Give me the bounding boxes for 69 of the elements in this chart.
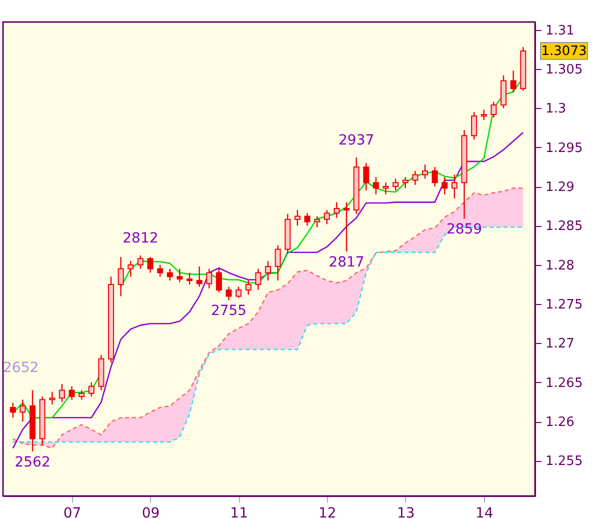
x-tick-label: 09 <box>142 506 160 519</box>
candlestick <box>226 286 232 301</box>
y-tick-label: 1.3 <box>546 102 566 117</box>
candlestick <box>422 164 428 180</box>
annotation: 2812 <box>122 230 158 246</box>
candlestick <box>344 202 350 252</box>
candlestick <box>442 176 448 195</box>
candlestick <box>186 272 193 286</box>
candlestick <box>314 216 320 228</box>
candlestick <box>128 260 134 278</box>
y-tick-label: 1.265 <box>546 376 583 391</box>
candlestick <box>304 212 310 226</box>
y-tick-label: 1.26 <box>546 415 574 430</box>
candlestick <box>255 268 262 291</box>
candlestick <box>402 176 408 189</box>
candlestick <box>157 264 164 278</box>
candlestick <box>206 268 212 289</box>
y-tick-label: 1.29 <box>546 180 574 196</box>
annotation: 2755 <box>210 303 247 320</box>
candlestick <box>324 209 330 225</box>
candlestick <box>137 254 144 270</box>
candlestick <box>471 112 478 140</box>
candlestick <box>265 260 272 282</box>
candlestick <box>88 382 94 398</box>
candlestick <box>49 391 56 405</box>
candlestick <box>480 109 487 121</box>
candlestick <box>432 166 438 188</box>
candlestick <box>451 174 458 199</box>
y-tick-label: 1.285 <box>546 219 583 234</box>
annotation: 2859 <box>446 222 482 238</box>
y-tick-label: 1.275 <box>546 298 583 313</box>
candlestick <box>236 286 242 298</box>
candlestick <box>490 101 497 118</box>
y-tick-label: 1.305 <box>546 62 583 78</box>
candlestick <box>118 256 124 297</box>
candlestick <box>78 390 85 400</box>
candlestick <box>20 399 26 422</box>
candlestick <box>334 202 340 218</box>
candlestick <box>372 176 379 195</box>
candlestick <box>58 383 65 403</box>
annotation: 2562 <box>14 454 50 470</box>
candlestick <box>392 178 399 192</box>
candlestick <box>176 268 183 283</box>
y-tick-label: 1.255 <box>546 454 583 470</box>
candlestick <box>274 244 281 282</box>
x-tick-label: 07 <box>63 506 82 519</box>
candlestick <box>363 162 370 192</box>
y-tick-label: 1.295 <box>546 140 583 156</box>
x-tick-label: 11 <box>230 506 248 519</box>
y-tick-label: 1.28 <box>546 258 574 274</box>
candlestick <box>216 268 222 293</box>
candlestick <box>166 268 173 282</box>
annotation: 2817 <box>328 254 364 271</box>
annotation: 2652 <box>3 360 39 376</box>
candlestick <box>147 256 154 274</box>
annotation: 2937 <box>338 132 374 149</box>
candlestick <box>382 182 389 195</box>
candlestick <box>294 209 300 226</box>
candlestick <box>510 70 516 94</box>
x-tick-label: 14 <box>475 506 494 519</box>
candlestick <box>68 386 75 400</box>
x-tick-label: 13 <box>396 506 415 519</box>
candlestick <box>196 266 202 288</box>
candlestick <box>412 170 418 186</box>
candlestick <box>10 402 16 418</box>
x-tick-label: 12 <box>318 506 336 519</box>
y-tick-label: 1.31 <box>546 23 574 38</box>
candlestick <box>245 280 252 296</box>
y-tick-label: 1.27 <box>546 336 574 352</box>
